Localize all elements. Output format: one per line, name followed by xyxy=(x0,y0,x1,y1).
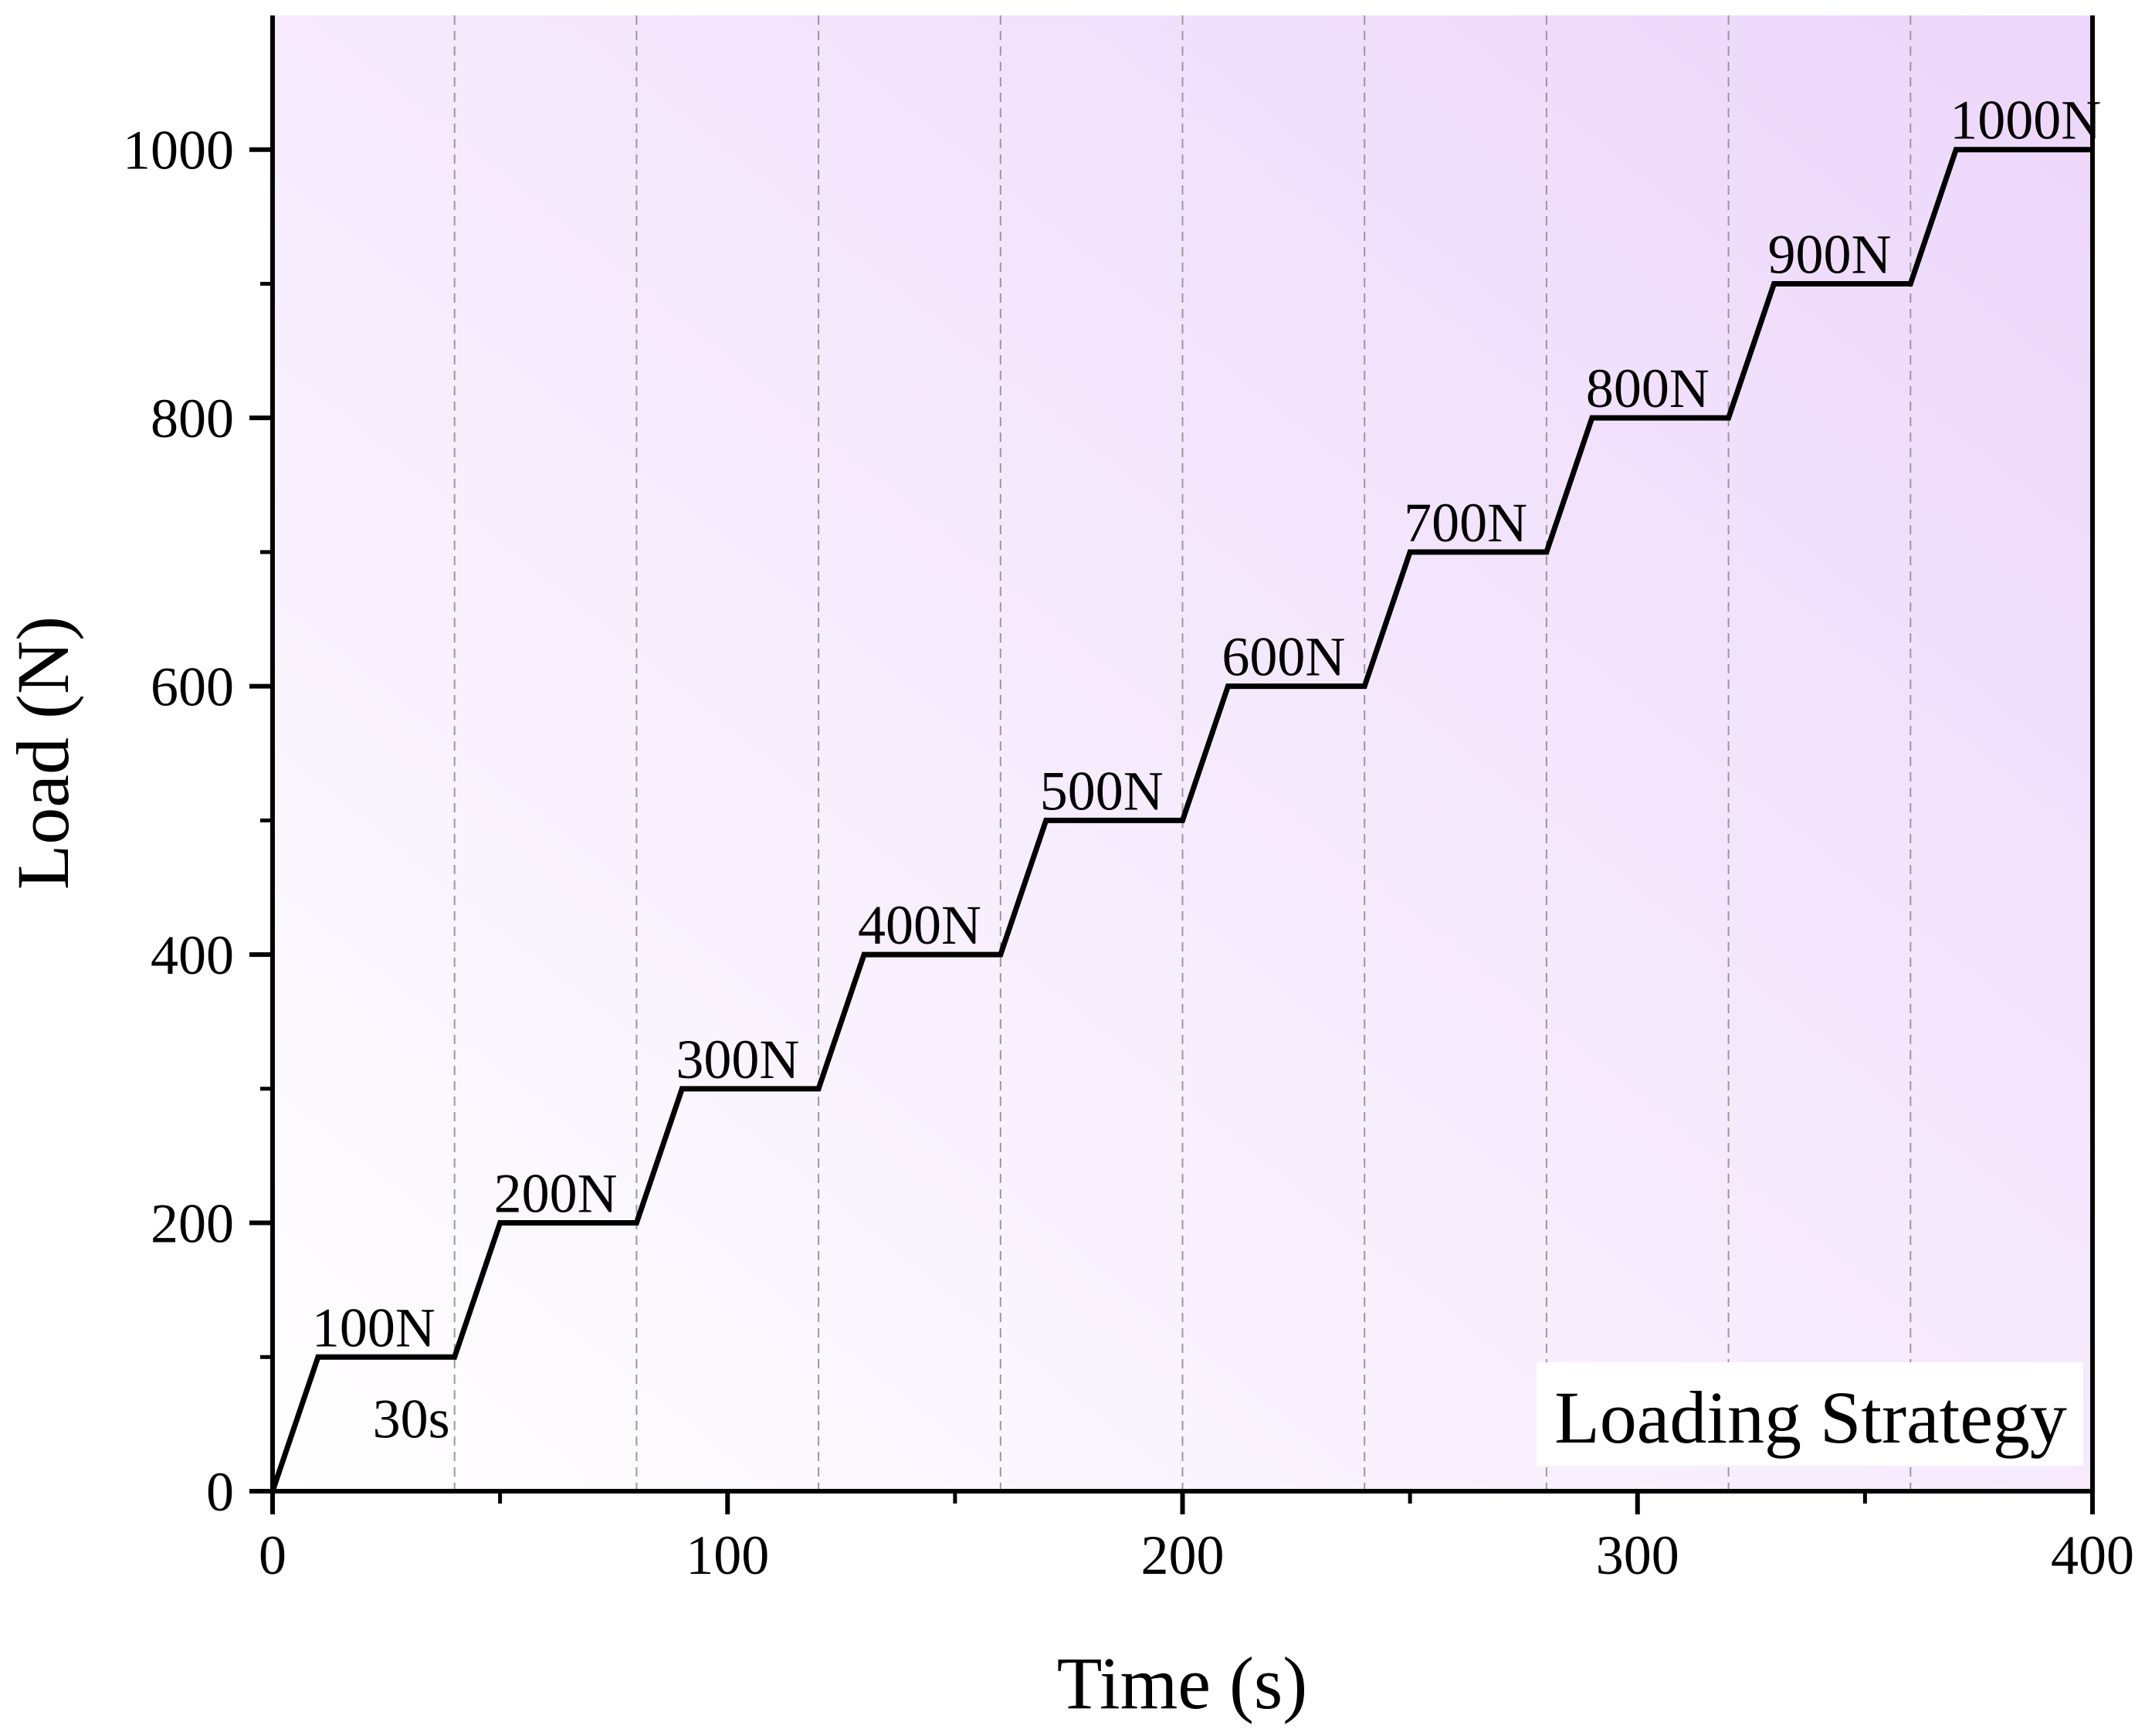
step-label: 100N xyxy=(312,1297,435,1358)
step-label: 600N xyxy=(1222,626,1345,688)
y-tick-label: 1000 xyxy=(123,120,234,181)
step-label: 1000N xyxy=(1950,90,2101,151)
legend-text: Loading Strategy xyxy=(1554,1376,2067,1459)
step-label: 300N xyxy=(676,1029,799,1090)
y-tick-label: 400 xyxy=(151,924,234,986)
x-tick-label: 300 xyxy=(1596,1524,1679,1586)
duration-annotation: 30s xyxy=(373,1388,450,1450)
series-layer xyxy=(269,147,2092,1493)
step-label: 900N xyxy=(1768,223,1892,285)
y-tick-label: 800 xyxy=(151,388,234,449)
legend-box: Loading Strategy xyxy=(1537,1362,2083,1466)
y-tick-label: 200 xyxy=(151,1193,234,1255)
x-tick-label: 400 xyxy=(2051,1524,2134,1586)
step-label: 700N xyxy=(1404,492,1527,554)
step-label: 200N xyxy=(494,1163,618,1225)
x-axis-title: Time (s) xyxy=(1057,1642,1308,1724)
step-label: 500N xyxy=(1040,760,1164,822)
x-tick-label: 100 xyxy=(686,1524,769,1586)
y-tick-label: 600 xyxy=(151,656,234,718)
data-labels: 100N 200N 300N 400N 500N 600N 700N 800N 900N 1000… xyxy=(312,90,2101,1450)
x-tick-label: 200 xyxy=(1141,1524,1225,1586)
y-axis-title: Load (N) xyxy=(2,616,84,890)
y-tick-label: 0 xyxy=(206,1461,234,1523)
step-label: 400N xyxy=(858,894,981,956)
legend-background xyxy=(1537,1362,2083,1466)
step-label: 800N xyxy=(1586,358,1710,419)
axis-ticks: 0 100 200 300 400 0 200 400 600 800 1000 xyxy=(123,120,2134,1586)
plot-background xyxy=(273,15,2092,1491)
x-tick-label: 0 xyxy=(259,1524,286,1586)
series-line xyxy=(269,147,2092,1493)
